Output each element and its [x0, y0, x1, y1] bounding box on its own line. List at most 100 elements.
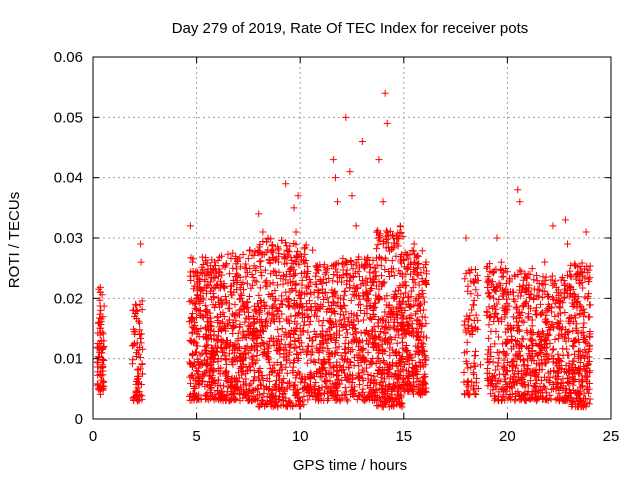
- data-point: [286, 331, 294, 339]
- data-point: [269, 303, 277, 311]
- data-point: [329, 277, 337, 285]
- data-point: [342, 258, 350, 266]
- data-point: [281, 341, 289, 349]
- data-point: [472, 391, 480, 399]
- data-point: [300, 392, 308, 400]
- data-point: [295, 397, 303, 405]
- data-point: [290, 270, 298, 278]
- data-point: [573, 320, 581, 328]
- data-point: [487, 381, 495, 389]
- data-point: [343, 376, 351, 384]
- data-point: [484, 376, 492, 384]
- data-point: [402, 356, 410, 363]
- data-point: [286, 359, 294, 367]
- data-point: [483, 264, 491, 272]
- data-point: [402, 251, 410, 259]
- data-point: [258, 339, 266, 347]
- data-point: [243, 280, 251, 288]
- data-point: [502, 305, 510, 313]
- data-point: [581, 346, 589, 354]
- data-point: [331, 391, 339, 399]
- data-point: [418, 343, 426, 351]
- data-point: [586, 301, 594, 309]
- data-point: [344, 397, 352, 405]
- data-point: [244, 349, 252, 357]
- data-point: [239, 388, 247, 396]
- data-point: [541, 344, 549, 352]
- data-point: [333, 272, 341, 280]
- data-point: [202, 333, 210, 341]
- data-point: [297, 331, 305, 339]
- data-point: [300, 321, 308, 329]
- data-point: [376, 316, 384, 324]
- data-point: [398, 355, 406, 363]
- data-point: [311, 358, 319, 366]
- data-point: [136, 331, 144, 339]
- data-point: [191, 384, 199, 392]
- data-point: [365, 395, 373, 403]
- data-point: [375, 349, 383, 357]
- data-point: [574, 389, 582, 397]
- data-point: [235, 374, 243, 382]
- data-point: [98, 361, 106, 369]
- data-point: [585, 389, 593, 397]
- data-point: [315, 304, 323, 312]
- data-point: [189, 267, 197, 275]
- data-point: [260, 349, 268, 357]
- data-point: [274, 338, 282, 346]
- data-point: [233, 278, 241, 286]
- data-point: [194, 327, 202, 335]
- data-point: [245, 331, 253, 339]
- data-point: [366, 268, 374, 276]
- data-point: [580, 312, 588, 320]
- data-point: [404, 250, 412, 258]
- data-point: [269, 246, 277, 254]
- data-point: [375, 333, 383, 341]
- data-point: [499, 269, 507, 277]
- data-point: [404, 372, 412, 380]
- data-point: [342, 113, 350, 121]
- data-point: [288, 256, 296, 264]
- data-point: [418, 287, 426, 295]
- data-point: [344, 356, 352, 364]
- data-point: [372, 254, 380, 262]
- data-point: [491, 375, 499, 383]
- data-point: [379, 198, 387, 206]
- data-point: [384, 339, 392, 347]
- data-point: [360, 358, 368, 366]
- data-point: [528, 337, 536, 345]
- data-point: [324, 345, 332, 353]
- data-point: [224, 305, 232, 313]
- data-point: [581, 354, 589, 362]
- data-point: [336, 294, 344, 302]
- data-point: [415, 281, 423, 289]
- grid-lines: [93, 57, 611, 419]
- data-point: [462, 326, 470, 334]
- data-point: [134, 384, 142, 392]
- data-point: [215, 364, 223, 372]
- data-point: [225, 350, 233, 358]
- data-point: [390, 396, 398, 404]
- data-point: [585, 341, 593, 349]
- data-point: [586, 395, 594, 403]
- data-point: [341, 384, 349, 392]
- data-point: [415, 317, 423, 325]
- data-point: [300, 256, 308, 264]
- data-point: [544, 355, 552, 363]
- data-point: [494, 362, 502, 370]
- data-point: [509, 313, 517, 321]
- data-point: [377, 272, 385, 280]
- data-point: [484, 359, 492, 367]
- data-point: [555, 331, 563, 339]
- data-point: [99, 330, 107, 338]
- data-point: [497, 315, 505, 323]
- data-point: [406, 385, 414, 393]
- data-point: [329, 298, 337, 306]
- data-point: [414, 383, 422, 391]
- data-point: [566, 267, 574, 275]
- data-point: [411, 268, 419, 276]
- data-point: [274, 243, 282, 251]
- data-point: [576, 301, 584, 309]
- data-point: [257, 297, 265, 305]
- data-point: [216, 394, 224, 402]
